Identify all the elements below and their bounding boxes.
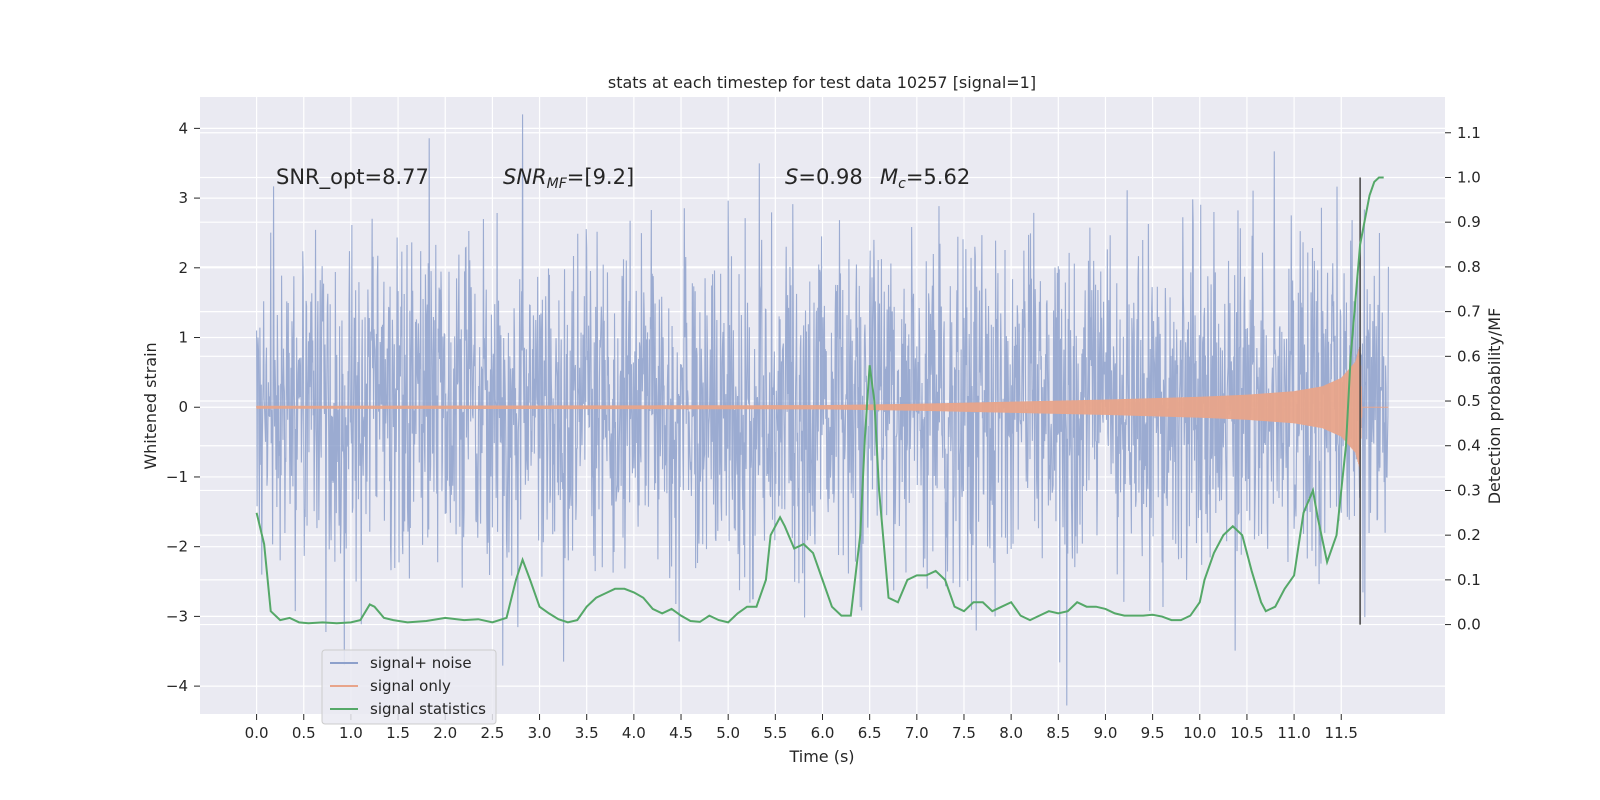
y-axis-ticks: 4 3 2 1 0 −1 −2 −3 −4: [166, 119, 200, 695]
x-tick-label: 2.0: [433, 724, 457, 742]
x-tick-label: 3.0: [528, 724, 552, 742]
snr-mf-subscript: MF: [547, 176, 568, 192]
x-axis-ticks: 0.0 0.5 1.0 1.5 2.0 2.5 3.0 3.5 4.0 4.5 5.0 5.5 6.0 6…: [245, 714, 1358, 742]
x-tick-label: 11.0: [1277, 724, 1310, 742]
x-tick-label: 8.5: [1046, 724, 1070, 742]
y2-tick-label: 0.4: [1457, 437, 1481, 455]
legend-label-signal-statistics: signal statistics: [370, 700, 486, 718]
x-tick-label: 10.0: [1183, 724, 1216, 742]
y2-tick-label: 1.0: [1457, 168, 1481, 186]
s-symbol: S: [785, 165, 798, 189]
y-tick-label: −3: [166, 607, 188, 625]
signal-statistics-line: [255, 176, 1384, 625]
y-tick-label: 4: [178, 119, 188, 137]
x-axis-title: Time (s): [788, 747, 854, 766]
signal-only-line: [256, 344, 1389, 469]
s-value: =0.98: [798, 165, 862, 189]
y2-tick-label: 0.0: [1457, 616, 1481, 634]
series-signal-statistics: [255, 176, 1384, 625]
x-tick-label: 8.0: [999, 724, 1023, 742]
y-tick-label: 2: [178, 259, 188, 277]
legend: signal+ noise signal only signal statist…: [321, 649, 497, 725]
y2-tick-label: 0.3: [1457, 481, 1481, 499]
series-signal-plus-noise: [256, 114, 1389, 706]
annotation-mc: Mc=5.62: [880, 165, 970, 192]
legend-label-signal-only: signal only: [370, 677, 451, 695]
x-tick-label: 9.5: [1141, 724, 1165, 742]
x-tick-label: 1.5: [386, 724, 410, 742]
annotation-snr-opt: SNR_opt=8.77: [276, 165, 429, 190]
x-tick-label: 7.5: [952, 724, 976, 742]
legend-label-signal-plus-noise: signal+ noise: [370, 654, 472, 672]
y-tick-label: −1: [166, 468, 188, 486]
x-tick-label: 4.0: [622, 724, 646, 742]
x-tick-label: 5.5: [763, 724, 787, 742]
legend-box: [321, 649, 497, 725]
chart-title: stats at each timestep for test data 102…: [608, 73, 1036, 92]
y2-tick-label: 0.6: [1457, 347, 1481, 365]
x-tick-label: 0.5: [292, 724, 316, 742]
y2-tick-label: 0.8: [1457, 258, 1481, 276]
y-tick-label: 1: [178, 329, 188, 347]
y-axis-title: Whitened strain: [141, 342, 160, 469]
y2-tick-label: 0.7: [1457, 303, 1481, 321]
snr-mf-value: =[9.2]: [567, 165, 634, 189]
snr-mf-symbol: SNR: [503, 165, 547, 189]
y-tick-label: 3: [178, 189, 188, 207]
y2-tick-label: 1.1: [1457, 124, 1481, 142]
x-tick-label: 1.0: [339, 724, 363, 742]
y-tick-label: 0: [178, 398, 188, 416]
x-tick-label: 11.5: [1325, 724, 1358, 742]
y2-tick-label: 0.5: [1457, 392, 1481, 410]
signal-plus-noise-line: [256, 114, 1389, 706]
y2-axis-ticks: 1.1 1.0 0.9 0.8 0.7 0.6 0.5 0.4 0.3 0.2 0.1 0.0: [1445, 124, 1481, 634]
y2-tick-label: 0.9: [1457, 213, 1481, 231]
series-signal-only: [256, 344, 1389, 469]
mc-value: =5.62: [906, 165, 970, 189]
y-tick-label: −2: [166, 538, 188, 556]
x-tick-label: 5.0: [716, 724, 740, 742]
annotation-snr-mf: SNRMF=[9.2]: [503, 165, 634, 192]
x-tick-label: 10.5: [1230, 724, 1263, 742]
x-tick-label: 7.0: [905, 724, 929, 742]
y-tick-label: −4: [166, 677, 188, 695]
mc-symbol: M: [880, 165, 898, 189]
y2-axis-title: Detection probability/MF: [1485, 308, 1504, 505]
mc-subscript: c: [898, 176, 906, 192]
x-tick-label: 0.0: [245, 724, 269, 742]
x-tick-label: 6.0: [811, 724, 835, 742]
annotation-s: S=0.98: [785, 165, 863, 189]
x-tick-label: 4.5: [669, 724, 693, 742]
x-tick-label: 3.5: [575, 724, 599, 742]
y2-tick-label: 0.1: [1457, 571, 1481, 589]
x-tick-label: 2.5: [480, 724, 504, 742]
x-tick-label: 9.0: [1094, 724, 1118, 742]
y2-tick-label: 0.2: [1457, 526, 1481, 544]
x-tick-label: 6.5: [858, 724, 882, 742]
